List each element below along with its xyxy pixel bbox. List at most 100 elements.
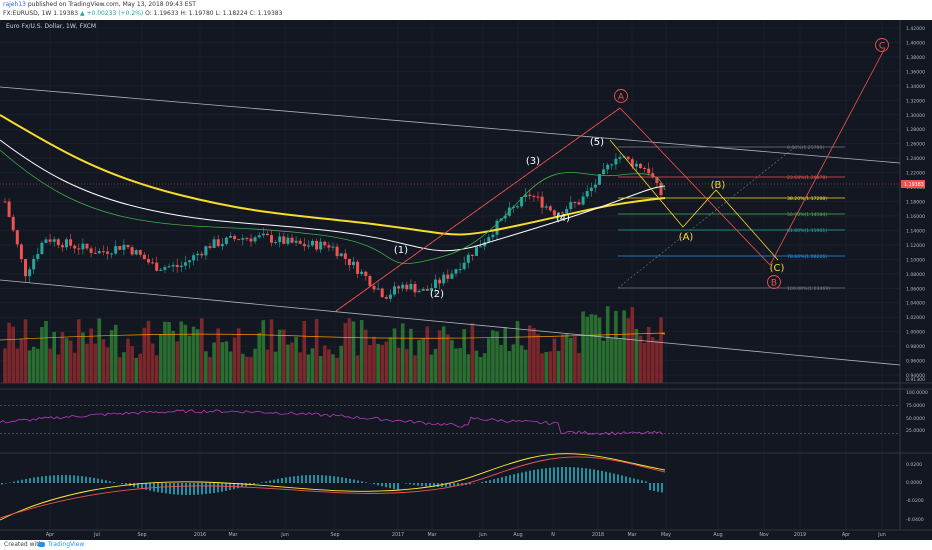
volume-bar [64, 338, 69, 383]
macd-histogram-bar [569, 467, 571, 483]
volume-bar [85, 343, 89, 383]
time-axis-label: Jun [478, 532, 487, 538]
volume-bar [396, 347, 401, 383]
candle [134, 250, 138, 255]
publish-date: published on TradingView.com, May 13, 20… [25, 1, 196, 8]
time-axis-label: Mar [627, 532, 636, 538]
macd-histogram-bar [161, 483, 163, 493]
volume-bar [429, 354, 434, 383]
volume-bar [171, 330, 175, 383]
time-axis-label: Mar [427, 532, 436, 538]
volume-bar [556, 350, 561, 383]
candle [438, 279, 442, 284]
macd-histogram-bar [661, 483, 663, 493]
price-axis-label: 0.91300 [906, 377, 925, 383]
wave-label: (3) [526, 156, 540, 167]
candle [561, 212, 565, 214]
macd-histogram-bar [653, 483, 655, 491]
ma-50-line [0, 149, 666, 264]
candle [192, 255, 196, 261]
volume-bar [605, 306, 610, 383]
candle [196, 253, 200, 256]
fib-level-label: 78.60%(1.08226) [787, 254, 827, 260]
price-axis-label: 1.12000 [906, 243, 925, 249]
price-axis-label: 1.24000 [906, 156, 925, 162]
volume-bar [462, 329, 466, 383]
candle [36, 254, 40, 259]
volume-bar [163, 321, 167, 383]
macd-histogram-bar [637, 479, 639, 483]
macd-histogram-bar [193, 483, 195, 495]
macd-histogram-bar [125, 483, 127, 486]
candle [376, 288, 380, 290]
volume-bar [466, 354, 471, 383]
volume-bar [44, 320, 48, 383]
volume-bar [290, 342, 294, 383]
macd-histogram-bar [333, 476, 335, 483]
price-axis-label: 0.98000 [906, 344, 925, 350]
macd-histogram-bar [209, 483, 211, 494]
macd-histogram-bar [501, 477, 503, 483]
candle [233, 235, 237, 240]
candle [380, 288, 384, 298]
candle [237, 239, 241, 241]
volume-bar [72, 352, 77, 383]
candle [106, 251, 109, 254]
macd-histogram-bar [261, 482, 263, 483]
macd-histogram-bar [297, 475, 299, 483]
price-axis-label: 1.08000 [906, 272, 925, 278]
macd-histogram-bar [529, 470, 531, 483]
volume-bar [470, 323, 475, 383]
volume-bar [405, 349, 409, 383]
volume-bar [277, 329, 282, 383]
symbol-price: FX:EURUSD, 1W 1.19383 [3, 10, 80, 17]
volume-bar [323, 345, 327, 383]
price-axis-label: 1.34000 [906, 84, 925, 90]
ohlc-values: O: 1.19633 H: 1.19780 L: 1.18224 C: 1.19… [143, 10, 283, 17]
macd-histogram-bar [617, 474, 619, 483]
macd-histogram-bar [233, 483, 235, 490]
wave-circle [875, 38, 889, 52]
volume-bar [105, 347, 110, 383]
macd-histogram-bar [289, 476, 291, 483]
macd-histogram-bar [525, 471, 527, 483]
macd-histogram-bar [269, 480, 271, 483]
candle [311, 240, 314, 246]
candle [274, 242, 278, 244]
macd-histogram-bar [413, 483, 415, 485]
candle [212, 239, 216, 248]
candle [544, 206, 548, 208]
tradingview-brand[interactable]: TradingView [48, 541, 85, 548]
author-link[interactable]: rajeh13 [3, 1, 26, 8]
candle [319, 241, 323, 250]
channel-upper-line [0, 86, 901, 164]
candle [368, 276, 372, 286]
rsi-axis-label: 25.0000 [906, 428, 925, 434]
macd-histogram-bar [605, 471, 607, 483]
volume-bars [3, 306, 663, 383]
volume-bar [491, 330, 495, 383]
macd-histogram-bar [429, 483, 431, 487]
candle [618, 157, 622, 159]
candles [3, 153, 663, 302]
volume-bar [286, 344, 290, 383]
volume-bar [392, 328, 397, 383]
candle [364, 271, 368, 277]
candle [425, 288, 429, 291]
volume-bar [585, 316, 589, 383]
volume-bar [548, 351, 553, 383]
time-axis-label: 2019 [794, 532, 806, 538]
volume-bar [3, 348, 7, 383]
volume-bar [335, 357, 339, 383]
candle [204, 246, 208, 256]
ma-100-line [0, 139, 666, 252]
macd-histogram-bar [573, 467, 575, 483]
time-axis-label: 2018 [592, 532, 604, 538]
candle [85, 243, 89, 249]
candle [3, 201, 7, 203]
time-axis-label: Sep [330, 532, 339, 538]
macd-histogram-bar [121, 483, 123, 485]
volume-bar [642, 342, 647, 383]
macd-histogram-bar [425, 483, 427, 487]
